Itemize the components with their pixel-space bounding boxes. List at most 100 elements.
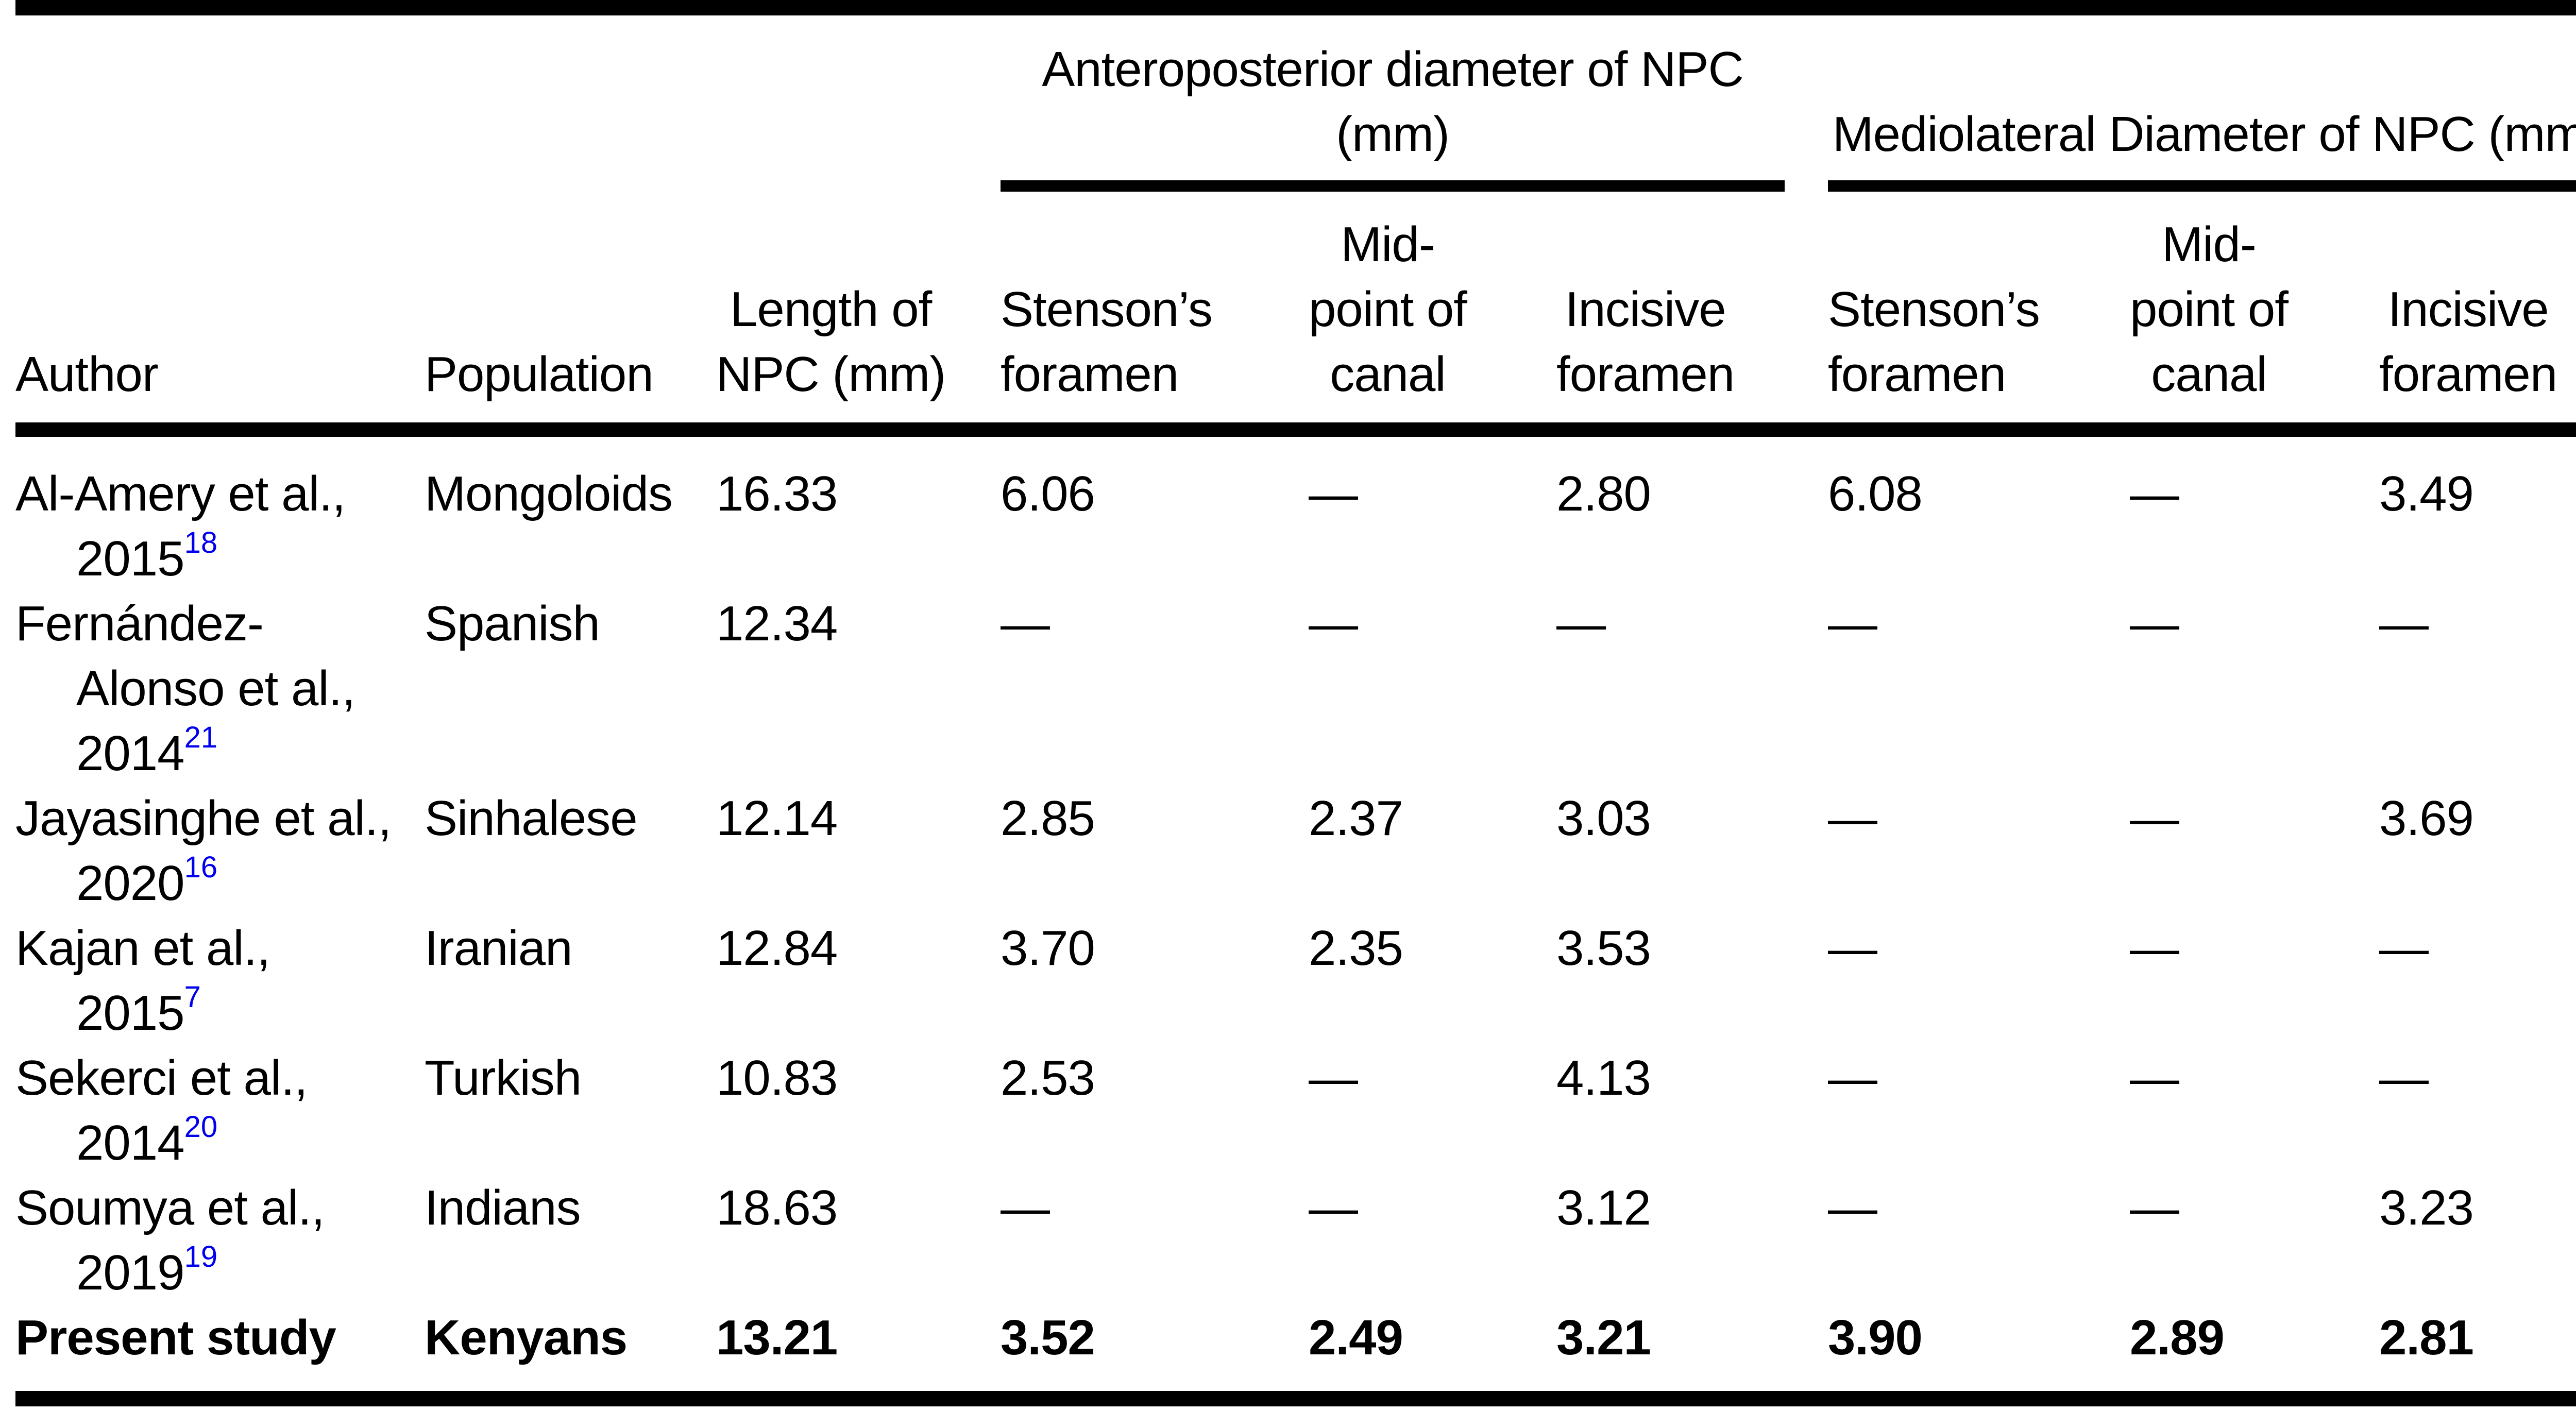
value-cell: —: [2130, 791, 2179, 846]
value-cell: —: [2379, 596, 2429, 651]
value-cell: 6.08: [1828, 466, 1923, 521]
column-header-text: Length of NPC (mm): [716, 277, 946, 407]
value-cell: 13.21: [716, 1310, 838, 1365]
column-header-line: foramen: [1001, 347, 1179, 402]
value-cell: —: [1828, 791, 1877, 846]
column-header-line: canal: [2151, 347, 2267, 402]
table-row: Jayasinghe et al., 202016 Sinhalese 12.14 2.…: [15, 786, 2576, 916]
author-text: Al-Amery et al.,: [15, 466, 346, 521]
value-cell: —: [2379, 921, 2429, 976]
column-header-text: Stenson’s foramen: [1001, 277, 1213, 407]
value-cell: —: [2130, 921, 2179, 976]
author-line: 201420: [15, 1111, 425, 1176]
value-cell: 3.70: [1001, 921, 1095, 976]
author-line: 202016: [15, 851, 425, 916]
value-cell: —: [1828, 921, 1877, 976]
author-text: 2015: [76, 986, 185, 1041]
column-header-line: Incisive: [2387, 282, 2549, 337]
reference-superscript[interactable]: 18: [184, 526, 218, 559]
value-cell: 3.53: [1556, 921, 1651, 976]
value-cell: 12.84: [716, 921, 838, 976]
column-header-line: canal: [1330, 347, 1446, 402]
author-text: 2020: [76, 856, 185, 911]
value-cell: 3.23: [2379, 1180, 2474, 1235]
population-cell: Mongoloids: [425, 466, 673, 521]
column-header-line: Stenson’s: [1001, 282, 1213, 337]
author-cell: Jayasinghe et al., 202016: [15, 786, 425, 916]
group-label-anteroposterior: Anteroposterior diameter of NPC (mm): [1001, 37, 1785, 192]
value-cell: 3.90: [1828, 1310, 1923, 1365]
value-cell: 3.12: [1556, 1180, 1651, 1235]
value-cell: —: [1556, 596, 1606, 651]
col-header-author: Author: [15, 192, 425, 437]
npc-comparison-table: Anteroposterior diameter of NPC (mm) Med…: [15, 0, 2576, 1406]
group-header-spacer: [15, 8, 1001, 192]
column-header-text: Mid-point of canal: [1309, 212, 1467, 407]
col-header-ml-stensons-foramen: Stenson’s foramen: [1828, 192, 2130, 437]
group-label-mediolateral: Mediolateral Diameter of NPC (mm): [1828, 102, 2576, 192]
table-row: Kajan et al., 20157 Iranian 12.84 3.70 2.35 3.…: [15, 916, 2576, 1046]
column-header-line: foramen: [2379, 347, 2557, 402]
value-cell: 2.49: [1309, 1310, 1403, 1365]
value-cell: 12.14: [716, 791, 838, 846]
group-header-mediolateral: Mediolateral Diameter of NPC (mm): [1828, 8, 2576, 192]
table-row: Fernández- Alonso et al., 201421 Spanish 12.…: [15, 591, 2576, 786]
value-cell: 3.03: [1556, 791, 1651, 846]
col-header-ap-stensons-foramen: Stenson’s foramen: [1001, 192, 1309, 437]
value-cell: —: [1309, 1050, 1358, 1106]
reference-superscript[interactable]: 19: [184, 1240, 218, 1273]
column-header-line: Mid-: [2162, 217, 2257, 272]
population-cell: Spanish: [425, 596, 600, 651]
col-header-ml-midpoint-canal: Mid-point of canal: [2130, 192, 2380, 437]
author-line: Present study: [15, 1305, 425, 1370]
reference-superscript[interactable]: 16: [184, 851, 218, 884]
value-cell: 2.81: [2379, 1310, 2474, 1365]
table-row: Sekerci et al., 201420 Turkish 10.83 2.53—4.…: [15, 1046, 2576, 1176]
col-header-population: Population: [425, 192, 716, 437]
group-header-anteroposterior: Anteroposterior diameter of NPC (mm): [1001, 8, 1828, 192]
author-line: Alonso et al.,: [15, 656, 425, 721]
col-header-length-npc: Length of NPC (mm): [716, 192, 1001, 437]
group-label-line: (mm): [1336, 107, 1450, 162]
author-text: Kajan et al.,: [15, 921, 270, 976]
value-cell: 3.69: [2379, 791, 2474, 846]
value-cell: —: [2379, 1050, 2429, 1106]
value-cell: —: [1001, 596, 1050, 651]
column-header-text: Incisive foramen: [1556, 277, 1735, 407]
column-header-text: Population: [425, 342, 654, 407]
value-cell: 2.37: [1309, 791, 1403, 846]
author-text: 2015: [76, 531, 185, 586]
value-cell: —: [2130, 596, 2179, 651]
table-row: Present study Kenyans 13.21 3.52 2.49 3.21 3.9…: [15, 1305, 2576, 1399]
author-cell: Kajan et al., 20157: [15, 916, 425, 1046]
value-cell: 18.63: [716, 1180, 838, 1235]
col-header-ap-midpoint-canal: Mid-point of canal: [1309, 192, 1556, 437]
value-cell: —: [1309, 466, 1358, 521]
table-body: Al-Amery et al., 201518 Mongoloids 16.33 6.0…: [15, 430, 2576, 1399]
value-cell: —: [1001, 1180, 1050, 1235]
table-row: Al-Amery et al., 201518 Mongoloids 16.33 6.0…: [15, 430, 2576, 591]
column-header-line: foramen: [1828, 347, 2006, 402]
value-cell: 12.34: [716, 596, 838, 651]
value-cell: —: [2130, 1050, 2179, 1106]
reference-superscript[interactable]: 7: [184, 980, 201, 1014]
reference-superscript[interactable]: 21: [184, 721, 218, 754]
value-cell: 10.83: [716, 1050, 838, 1106]
column-header-line: Stenson’s: [1828, 282, 2040, 337]
value-cell: —: [1828, 1050, 1877, 1106]
table-row: Soumya et al., 201919 Indians 18.63— —3.12— —…: [15, 1176, 2576, 1305]
author-text: 2014: [76, 726, 185, 781]
value-cell: 3.21: [1556, 1310, 1651, 1365]
group-label-line: Mediolateral Diameter of NPC (mm): [1832, 107, 2576, 162]
value-cell: 2.35: [1309, 921, 1403, 976]
author-line: Sekerci et al.,: [15, 1046, 425, 1111]
author-text: Fernández-: [15, 596, 264, 651]
value-cell: 6.06: [1001, 466, 1095, 521]
author-text: Alonso et al.,: [76, 661, 355, 716]
author-line: 201518: [15, 526, 425, 591]
column-header-line: Incisive: [1565, 282, 1726, 337]
author-line: Kajan et al.,: [15, 916, 425, 981]
reference-superscript[interactable]: 20: [184, 1110, 218, 1144]
column-header-text: Stenson’s foramen: [1828, 277, 2040, 407]
author-line: 20157: [15, 981, 425, 1046]
